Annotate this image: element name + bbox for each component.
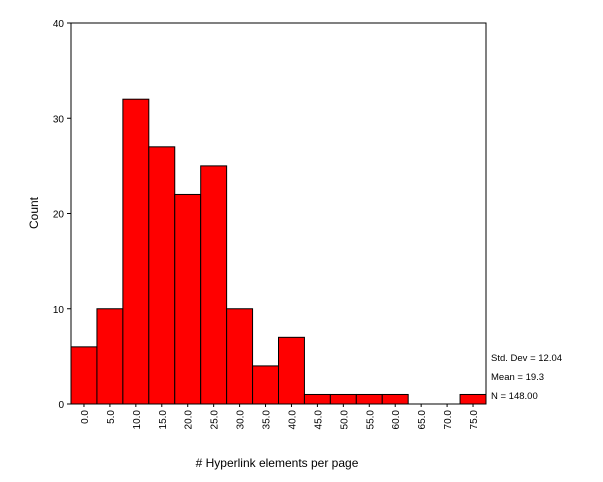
x-tick-label: 55.0 bbox=[365, 410, 376, 430]
bar-60.0 bbox=[381, 393, 409, 405]
y-axis-title: Count bbox=[27, 196, 41, 229]
x-tick-label: 35.0 bbox=[262, 410, 273, 430]
bar-75.0 bbox=[459, 393, 487, 405]
x-tick-label: 75.0 bbox=[469, 410, 480, 430]
y-tick-label: 40 bbox=[53, 19, 65, 30]
bar-50.0 bbox=[329, 393, 357, 405]
bar-15.0 bbox=[148, 146, 176, 405]
y-tick-label: 0 bbox=[58, 400, 64, 411]
y-axis: 0 10 20 30 40 bbox=[53, 19, 71, 411]
bar-25.0 bbox=[200, 165, 228, 405]
stat-mean: Mean = 19.3 bbox=[491, 372, 544, 383]
x-tick-label: 25.0 bbox=[210, 410, 221, 430]
y-tick-label: 20 bbox=[53, 210, 65, 221]
bar-45.0 bbox=[303, 393, 331, 405]
x-tick-label: 10.0 bbox=[132, 410, 143, 430]
x-tick-label: 5.0 bbox=[106, 410, 117, 424]
stat-n: N = 148.00 bbox=[491, 391, 538, 402]
x-tick-label: 15.0 bbox=[158, 410, 169, 430]
x-axis: 0.0 5.0 10.0 15.0 20.0 25.0 30.0 35.0 40.0 45.0 50… bbox=[80, 404, 480, 429]
bar-40.0 bbox=[278, 336, 305, 405]
x-tick-label: 45.0 bbox=[313, 410, 324, 430]
x-tick-label: 50.0 bbox=[339, 410, 350, 430]
bar-35.0 bbox=[252, 365, 279, 405]
x-tick-label: 60.0 bbox=[391, 410, 402, 430]
bars-group bbox=[70, 98, 487, 405]
y-tick-label: 10 bbox=[53, 305, 65, 316]
x-tick-label: 70.0 bbox=[443, 410, 454, 430]
x-tick-label: 20.0 bbox=[184, 410, 195, 430]
x-tick-label: 65.0 bbox=[417, 410, 428, 430]
x-tick-label: 40.0 bbox=[287, 410, 298, 430]
bar-5.0 bbox=[96, 308, 124, 405]
x-tick-label: 30.0 bbox=[236, 410, 247, 430]
x-axis-title: # Hyperlink elements per page bbox=[196, 456, 359, 470]
stat-std-dev: Std. Dev = 12.04 bbox=[491, 353, 562, 364]
x-tick-label: 0.0 bbox=[80, 410, 91, 424]
bar-55.0 bbox=[355, 393, 383, 405]
y-tick-label: 30 bbox=[53, 114, 65, 125]
bar-0.0 bbox=[70, 346, 98, 405]
bar-20.0 bbox=[174, 193, 202, 405]
bar-30.0 bbox=[226, 308, 254, 405]
bar-10.0 bbox=[122, 98, 150, 405]
